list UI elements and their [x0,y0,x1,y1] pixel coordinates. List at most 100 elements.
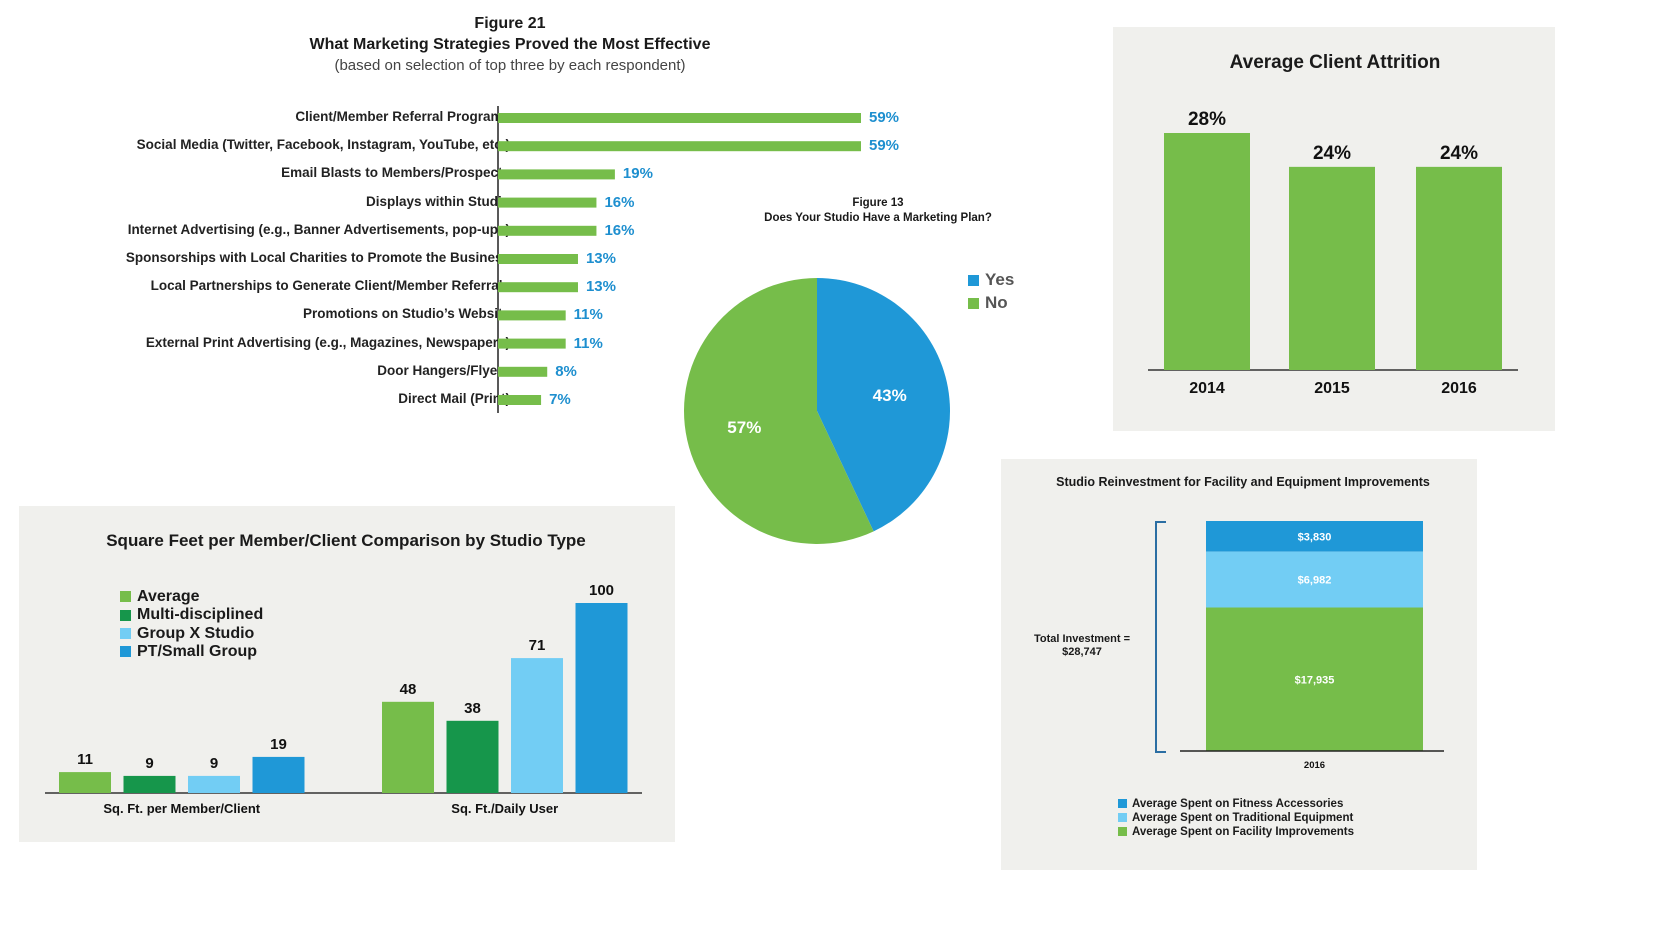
sqft-legend-label: Multi-disciplined [137,606,264,624]
figure21-bar [498,338,566,349]
attrition-value-label: 24% [1313,143,1351,164]
figure21-category-label: External Print Advertising (e.g., Magazi… [145,334,510,350]
sqft-legend-swatch [120,591,131,603]
sqft-legend-item: Average [120,588,200,606]
sqft-value-label: 38 [464,700,481,717]
reinvest-legend-swatch [1118,799,1127,809]
reinvest-legend-label: Average Spent on Facility Improvements [1132,826,1354,838]
sqft-legend-swatch [120,646,131,658]
sqft-legend-item: PT/Small Group [120,643,257,661]
sqft-bar [575,603,628,793]
figure21-bar [498,254,578,264]
figure21-value-label: 19% [622,165,653,183]
figure21-value-label: 7% [549,391,571,408]
figure21-value-label: 59% [869,109,900,126]
attrition-bar [1289,166,1375,370]
sqft-title: Square Feet per Member/Client Comparison… [106,531,586,550]
total-investment-label: Total Investment = [1033,633,1131,645]
figure21-bar [498,197,597,208]
attrition-bar [1416,166,1502,370]
figure21-category-label: Internet Advertising (e.g., Banner Adver… [127,221,510,237]
figure21-value-label: 16% [604,193,635,211]
pie-slice-label: 57% [727,418,761,437]
sqft-value-label: 100 [589,582,614,599]
figure21-value-label: 59% [869,137,900,155]
figure21-title: What Marketing Strategies Proved the Mos… [309,36,711,53]
figure21-category-label: Social Media (Twitter, Facebook, Instagr… [136,137,510,153]
pie-legend-yes-label: Yes [985,270,1015,289]
sqft-tick-label: Sq. Ft. per Member/Client [103,801,260,816]
reinvest-legend-item: Average Spent on Facility Improvements [1118,826,1354,838]
attrition-tick-label: 2016 [1441,380,1477,397]
reinvest-tick-label: 2016 [1304,760,1325,771]
figure21-value-label: 11% [573,334,603,352]
total-investment: Total Investment = $28,747 [1024,633,1140,659]
reinvest-segment-label: $6,982 [1298,575,1332,587]
figure21-category-label: Local Partnerships to Generate Client/Me… [150,278,510,294]
attrition-tick-label: 2015 [1314,380,1350,397]
reinvest-legend-label: Average Spent on Traditional Equipment [1132,812,1354,824]
pie-legend-no-label: No [985,293,1008,312]
figure21-category-label: Direct Mail (Print) [398,391,510,406]
attrition-tick-label: 2014 [1189,380,1225,397]
sqft-legend-swatch [120,627,131,639]
total-bracket [1155,521,1166,753]
attrition-value-label: 24% [1440,143,1478,164]
reinvest-segment [1206,521,1423,552]
figure21-category-label: Promotions on Studio’s Website [302,306,510,322]
sqft-legend-label: PT/Small Group [137,642,258,660]
pie-legend-no-swatch [968,298,979,310]
pie-slice-label: 43% [873,386,907,405]
figure21-category-label: Client/Member Referral Programs [295,109,510,124]
figure21-label: Figure 21 [474,15,546,32]
figure21-bar [498,395,542,405]
pie-slice-yes [817,278,951,532]
figure21-bar [498,310,566,321]
figure21-value-label: 16% [604,221,635,239]
figure21-category-label: Door Hangers/Flyers [377,362,510,378]
attrition-value-label: 28% [1188,109,1226,130]
figure21-value-label: 11% [573,306,603,324]
sqft-value-label: 19 [270,736,287,753]
figure21-bar [498,225,597,236]
figure21-bar [498,366,548,377]
total-investment-value: $28,747 [1062,646,1102,658]
reinvest-legend-swatch [1118,813,1127,823]
sqft-bar [446,720,499,793]
figure21-bar [498,282,578,293]
figure21-category-label: Sponsorships with Local Charities to Pro… [125,250,510,265]
sqft-bar [188,775,240,793]
attrition-bar [1164,133,1250,370]
reinvest-title: Studio Reinvestment for Facility and Equ… [1056,475,1430,489]
sqft-legend-item: Group X Studio [120,625,254,643]
sqft-value-label: 48 [400,681,417,698]
figure21-category-label: Email Blasts to Members/Prospects [281,165,510,181]
figure21-bar [498,141,861,152]
reinvest-legend-item: Average Spent on Traditional Equipment [1118,812,1353,824]
figure21-value-label: 8% [555,362,577,380]
pie-legend-no: No [968,293,1008,313]
sqft-legend-item: Multi-disciplined [120,606,263,624]
sqft-legend-label: Average [137,588,200,605]
sqft-value-label: 9 [145,755,153,772]
sqft-tick-label: Sq. Ft./Daily User [451,801,558,816]
reinvest-segment-label: $3,830 [1298,531,1332,543]
sqft-value-label: 71 [529,637,546,654]
sqft-bar [123,775,176,793]
sqft-bar [511,658,563,793]
sqft-bar [382,701,434,793]
reinvest-segment [1206,551,1423,608]
sqft-bar [59,772,111,793]
pie-legend-yes-swatch [968,275,979,287]
figure21-category-label: Displays within Studio [365,193,510,209]
figure21-subtitle: (based on selection of top three by each… [334,57,686,74]
sqft-legend-swatch [120,609,131,621]
reinvest-legend-label: Average Spent on Fitness Accessories [1132,798,1344,810]
figure13-label: Figure 13 [852,197,904,209]
figure13-title: Does Your Studio Have a Marketing Plan? [764,212,992,224]
pie-slice-no [684,278,874,544]
reinvest-legend-swatch [1118,827,1127,837]
